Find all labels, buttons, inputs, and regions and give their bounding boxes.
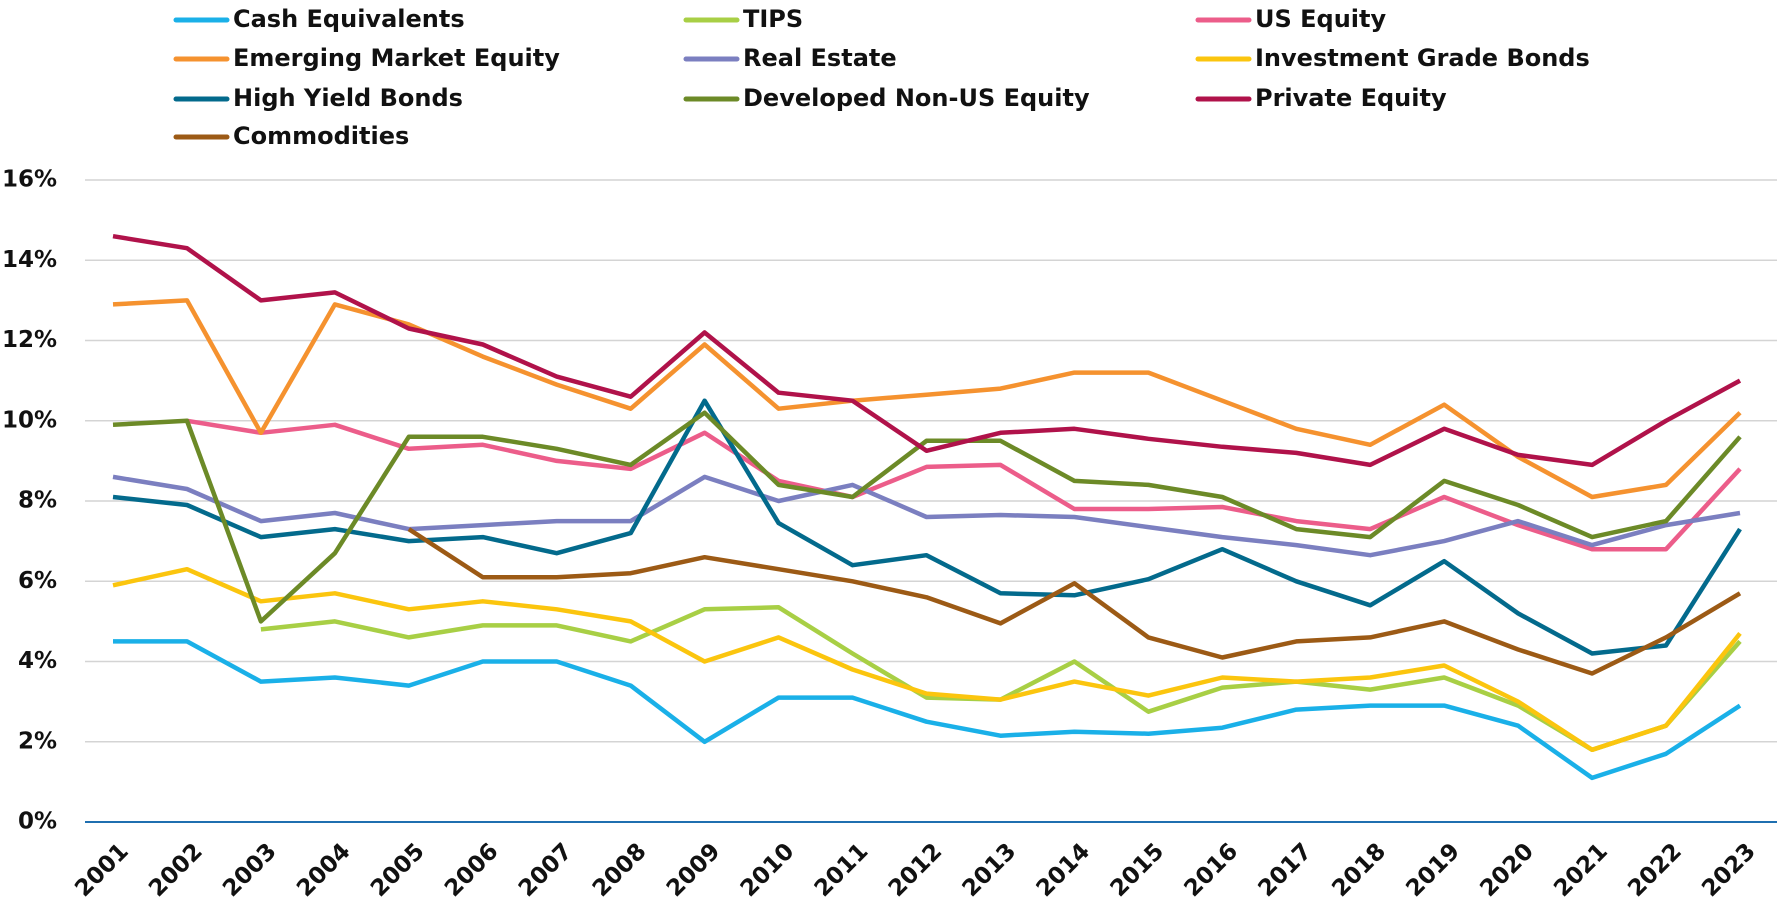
x-tick-label: 2019 (1401, 838, 1465, 902)
x-tick-label: 2004 (292, 838, 356, 902)
x-tick-label: 2020 (1475, 838, 1539, 902)
y-tick-label: 12% (2, 327, 57, 353)
x-tick-label: 2016 (1180, 838, 1244, 902)
legend-label: Investment Grade Bonds (1255, 44, 1590, 72)
x-tick-label: 2001 (70, 838, 134, 902)
series-line (112, 566, 1742, 753)
x-tick-label: 2023 (1697, 838, 1761, 902)
series-line (407, 527, 1742, 676)
legend-label: Emerging Market Equity (233, 44, 560, 72)
x-tick-label: 2012 (884, 838, 948, 902)
x-tick-label: 2013 (958, 838, 1022, 902)
series-line (186, 418, 1742, 552)
series-line (112, 398, 1742, 656)
y-tick-label: 14% (2, 247, 57, 273)
legend-label: Cash Equivalents (233, 5, 465, 33)
x-tick-label: 2009 (662, 838, 726, 902)
x-tick-label: 2006 (440, 838, 504, 902)
y-tick-label: 8% (18, 488, 57, 514)
x-tick-label: 2008 (588, 838, 652, 902)
x-tick-label: 2007 (514, 838, 578, 902)
y-tick-label: 2% (18, 728, 57, 754)
x-tick-label: 2003 (218, 838, 282, 902)
x-tick-label: 2002 (144, 838, 208, 902)
series-line (112, 233, 1742, 468)
series-line (113, 639, 1742, 781)
legend-label: US Equity (1255, 5, 1386, 33)
legend-label: High Yield Bonds (233, 84, 463, 112)
y-tick-label: 0% (18, 809, 57, 835)
x-tick-label: 2005 (366, 838, 430, 902)
x-tick-label: 2022 (1623, 838, 1687, 902)
series-line (112, 410, 1742, 624)
y-tick-label: 4% (18, 648, 57, 674)
x-tick-label: 2014 (1032, 838, 1096, 902)
x-tick-label: 2010 (736, 838, 800, 902)
legend-label: Real Estate (743, 44, 897, 72)
y-tick-label: 16% (2, 167, 57, 193)
legend-label: Commodities (233, 122, 409, 150)
x-tick-label: 2017 (1253, 838, 1317, 902)
series-line (112, 474, 1741, 558)
x-tick-label: 2011 (810, 838, 874, 902)
legend-label: TIPS (743, 5, 803, 33)
legend-label: Private Equity (1255, 84, 1447, 112)
legend-label: Developed Non-US Equity (743, 84, 1090, 112)
x-tick-label: 2018 (1327, 838, 1391, 902)
x-tick-label: 2015 (1106, 838, 1170, 902)
x-tick-label: 2021 (1549, 838, 1613, 902)
y-tick-label: 10% (2, 407, 57, 433)
y-tick-label: 6% (18, 568, 57, 594)
